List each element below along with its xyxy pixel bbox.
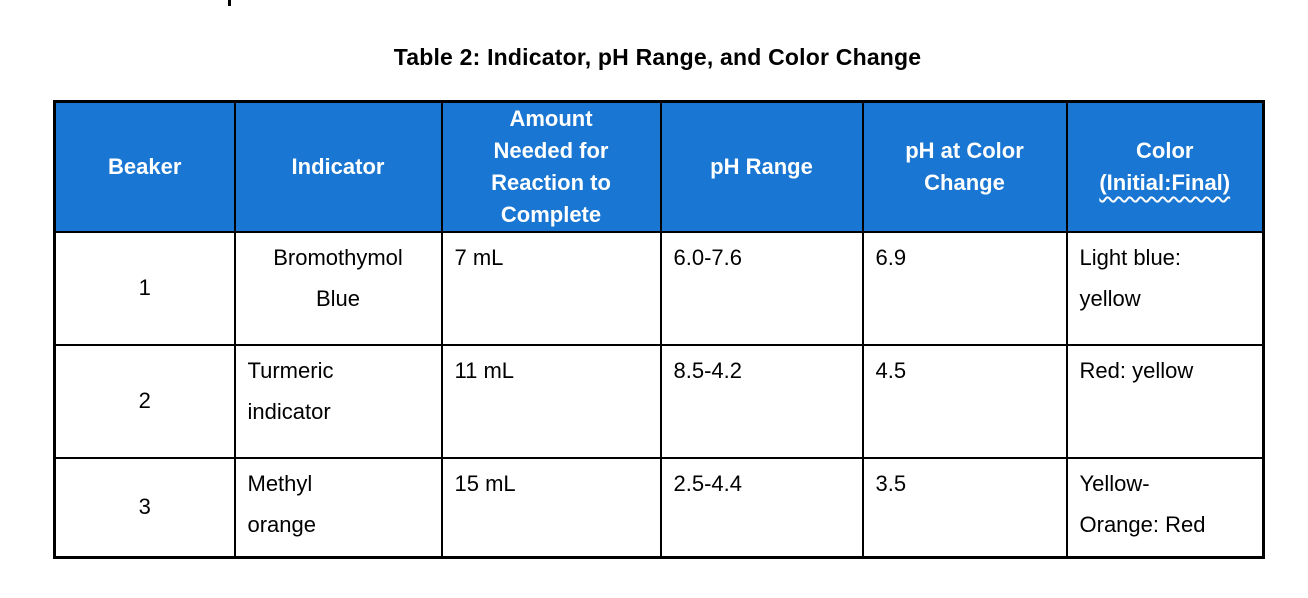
cell-color-change: Red: yellow [1065,343,1265,459]
table-title: Table 2: Indicator, pH Range, and Color … [393,44,922,70]
cell-color-change: Yellow- Orange: Red [1065,456,1265,559]
cell-amount: 15 mL [440,456,662,559]
cell-ph-at-color-change: 4.5 [861,343,1068,459]
cell-indicator: Bromothymol Blue [233,230,443,346]
table-row-beaker-3: 3 Methyl orange 15 mL 2.5-4.4 3.5 Yellow… [53,456,1265,559]
cell-ph-range: 8.5-4.2 [659,343,864,459]
table-header-row: Beaker Indicator Amount Needed for React… [53,100,1265,233]
cell-ph-at-color-change: 6.9 [861,230,1068,346]
header-ph-range: pH Range [659,100,864,233]
header-beaker: Beaker [53,100,236,233]
cell-ph-range: 2.5-4.4 [659,456,864,559]
cell-beaker-number: 3 [53,456,236,559]
cell-ph-range: 6.0-7.6 [659,230,864,346]
cell-beaker-number: 1 [53,230,236,346]
cell-indicator: Methyl orange [233,456,443,559]
text-cursor-tick [228,0,231,6]
cell-amount: 11 mL [440,343,662,459]
header-color-line2-wavy-underline: (Initial:Final) [1099,169,1231,195]
table-row-beaker-2: 2 Turmeric indicator 11 mL 8.5-4.2 4.5 R… [53,343,1265,459]
header-amount-needed: Amount Needed for Reaction to Complete [440,100,662,233]
table-row-beaker-1: 1 Bromothymol Blue 7 mL 6.0-7.6 6.9 Ligh… [53,230,1265,346]
header-indicator: Indicator [233,100,443,233]
cell-beaker-number: 2 [53,343,236,459]
cell-indicator: Turmeric indicator [233,343,443,459]
cell-ph-at-color-change: 3.5 [861,456,1068,559]
cell-color-change: Light blue: yellow [1065,230,1265,346]
header-color-line1: Color [1136,137,1194,163]
header-color-initial-final: Color (Initial:Final) [1065,100,1265,233]
header-ph-at-color-change: pH at Color Change [861,100,1068,233]
indicator-table: Beaker Indicator Amount Needed for React… [53,100,1265,559]
cell-amount: 7 mL [440,230,662,346]
